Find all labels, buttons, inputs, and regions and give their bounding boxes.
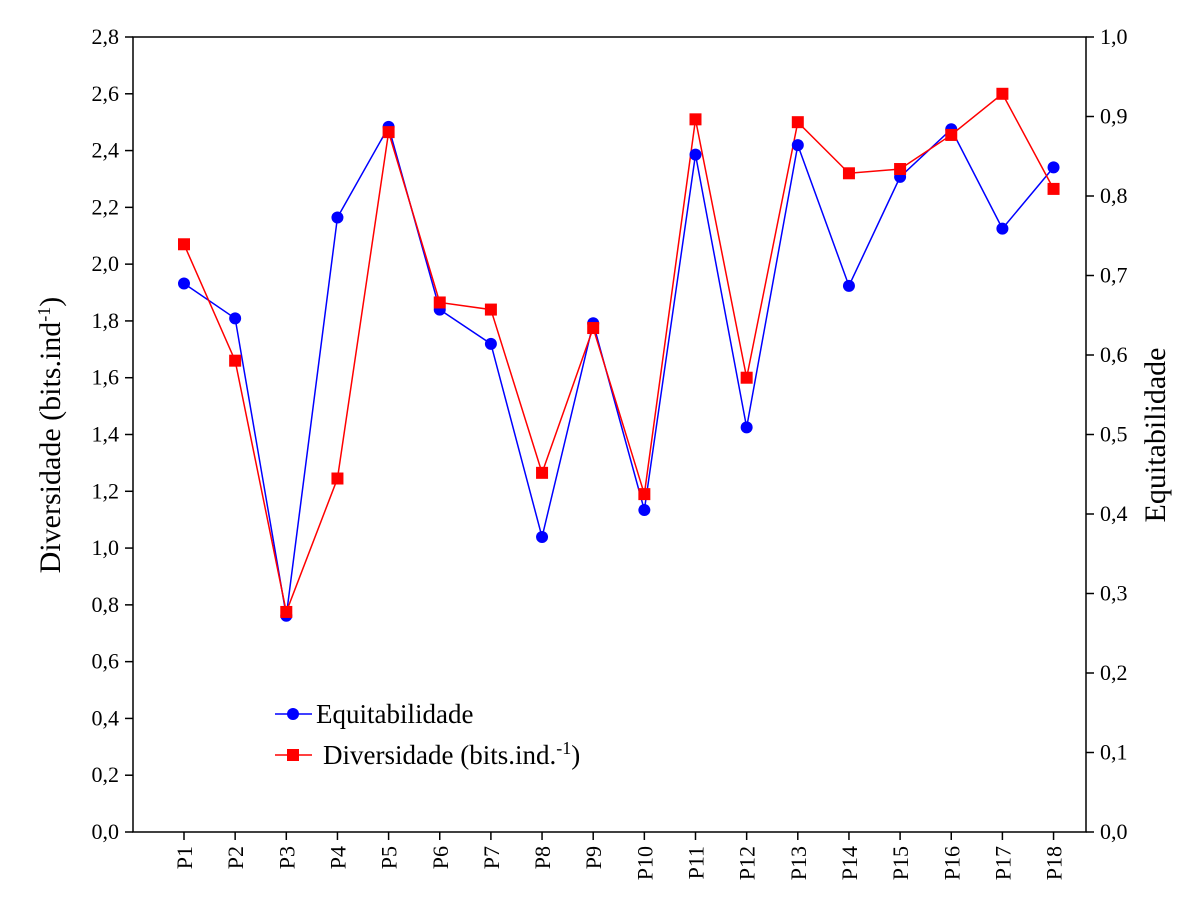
series-1-point (996, 87, 1009, 100)
series-1-point (178, 238, 190, 251)
x-tick-label: P10 (632, 846, 657, 880)
series-0-point (638, 504, 651, 517)
legend-marker-diversidade (287, 749, 299, 761)
left-tick-label: 0,4 (92, 705, 120, 730)
x-tick-label: P6 (428, 846, 453, 869)
series-0-point (536, 531, 549, 544)
left-tick-label: 1,6 (92, 365, 120, 390)
left-axis-title-main: Diversidade (bits.ind (34, 322, 67, 574)
right-axis-title: Equitabilidade (1139, 348, 1172, 523)
legend-label-diversidade-sup: -1 (556, 738, 571, 758)
series-1-point (484, 303, 497, 316)
plot-frame (132, 36, 1087, 833)
legend-marker-equitabilidade (287, 708, 299, 720)
right-tick-label: 0,4 (1100, 501, 1128, 526)
right-tick-label: 0,2 (1100, 660, 1128, 685)
right-tick-label: 0,8 (1100, 183, 1128, 208)
right-tick-label: 0,7 (1100, 263, 1128, 288)
left-axis-title: Diversidade (bits.ind-1) (34, 297, 67, 574)
x-tick-label: P1 (172, 846, 197, 869)
left-tick-label: 2,6 (92, 81, 120, 106)
series-1-point (280, 605, 293, 618)
x-tick-label: P2 (223, 846, 248, 869)
x-tick-label: P3 (274, 846, 299, 869)
left-tick-label: 2,8 (92, 24, 120, 49)
series-0-point (689, 148, 702, 161)
x-tick-label: P8 (530, 846, 555, 869)
x-tick-label: P9 (581, 846, 606, 869)
series-0-point (178, 277, 190, 290)
x-tick-label: P11 (684, 846, 709, 879)
series-line-1 (183, 92, 1055, 615)
series-layer (178, 87, 1060, 622)
x-tick-label: P16 (939, 846, 964, 880)
series-0-point (484, 337, 497, 350)
left-tick-label: 1,2 (92, 478, 120, 503)
x-tick-label: P13 (786, 846, 811, 880)
x-tick-label: P17 (990, 846, 1015, 880)
series-1-point (638, 488, 651, 501)
series-1-point (740, 371, 753, 384)
x-tick-label: P7 (479, 846, 504, 869)
series-0-point (996, 222, 1009, 235)
right-tick-label: 0,9 (1100, 104, 1128, 129)
x-axis-ticks: P1 P2 P3 P4 P5 P6 P7 P8 P9 P10 P11 P12 P13 P14 P15 P16 P… (172, 832, 1067, 880)
series-1-point (1047, 182, 1060, 195)
right-tick-label: 1,0 (1100, 24, 1128, 49)
series-0-point (791, 139, 804, 152)
legend-label-diversidade-close: ) (571, 740, 580, 770)
x-tick-label: P12 (735, 846, 760, 880)
series-1-point (791, 116, 804, 129)
x-tick-label: P4 (325, 846, 350, 869)
series-1-point (894, 163, 907, 176)
series-1-point (382, 126, 395, 139)
right-tick-label: 0,0 (1100, 819, 1128, 844)
x-tick-label: P18 (1042, 846, 1067, 880)
legend-label-diversidade: Diversidade (bits.ind.-1) (323, 738, 580, 770)
left-tick-label: 2,0 (92, 251, 120, 276)
x-tick-label: P14 (837, 846, 862, 880)
series-1-point (331, 472, 344, 485)
right-tick-label: 0,3 (1100, 581, 1128, 606)
left-tick-label: 2,4 (92, 138, 120, 163)
left-tick-label: 0,2 (92, 762, 120, 787)
series-1-point (433, 296, 446, 309)
series-0-point (229, 312, 242, 325)
left-tick-label: 0,8 (92, 592, 120, 617)
legend-label-diversidade-main: Diversidade (bits.ind. (323, 740, 556, 770)
left-tick-label: 2,2 (92, 194, 120, 219)
series-1-point (689, 113, 702, 126)
series-1-point (945, 128, 958, 141)
left-tick-label: 1,0 (92, 535, 120, 560)
left-tick-label: 1,8 (92, 308, 120, 333)
series-0-point (842, 279, 855, 292)
right-tick-label: 0,5 (1100, 422, 1128, 447)
right-tick-label: 0,1 (1100, 740, 1128, 765)
right-tick-label: 0,6 (1100, 342, 1128, 367)
series-1-point (229, 354, 242, 367)
left-tick-label: 0,6 (92, 649, 120, 674)
series-1-point (536, 466, 549, 479)
series-1-point (587, 322, 600, 335)
left-axis-title-close: ) (34, 297, 67, 307)
right-axis-ticks: 0,0 0,1 0,2 0,3 0,4 0,5 0,6 0,7 0,8 0,9 1,0 (1086, 24, 1128, 844)
series-line-0 (183, 124, 1055, 616)
legend-label-equitabilidade: Equitabilidade (316, 699, 473, 729)
series-1-point (842, 167, 855, 180)
x-tick-label: P15 (888, 846, 913, 880)
left-tick-label: 1,4 (92, 422, 120, 447)
left-tick-label: 0,0 (92, 819, 120, 844)
series-0-point (740, 421, 753, 434)
left-axis-ticks: 0,0 0,2 0,4 0,6 0,8 1,0 1,2 1,4 1,6 1,8 2,0 2,2 2,4 2… (92, 24, 133, 844)
series-0-point (1047, 161, 1060, 174)
legend: Equitabilidade Diversidade (bits.ind.-1) (275, 699, 580, 770)
left-axis-title-sup: -1 (34, 307, 54, 322)
x-tick-label: P5 (377, 846, 402, 869)
series-0-point (331, 211, 344, 224)
